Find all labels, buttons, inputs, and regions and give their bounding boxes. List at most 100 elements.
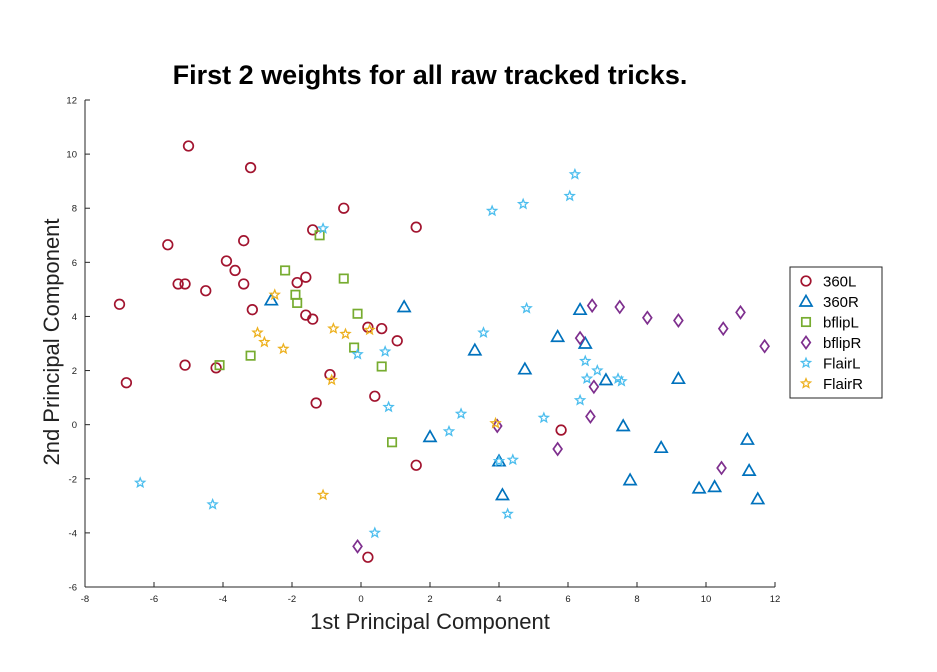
- data-point: [580, 372, 594, 384]
- data-point: [516, 197, 530, 210]
- legend-label: FlairR: [823, 376, 863, 393]
- data-point: [454, 407, 468, 420]
- data-point: [113, 298, 126, 310]
- data-point: [352, 308, 363, 319]
- x-tick-label: -6: [150, 594, 158, 605]
- legend-marker: [798, 293, 814, 307]
- data-point: [410, 459, 422, 471]
- y-tick-label: 10: [66, 150, 77, 161]
- data-point: [268, 288, 281, 301]
- y-tick-label: 4: [72, 312, 77, 323]
- data-point: [622, 472, 638, 486]
- data-point: [220, 255, 233, 267]
- data-point: [707, 479, 723, 493]
- data-point: [172, 278, 184, 290]
- x-tick-label: 6: [565, 594, 570, 605]
- data-point: [579, 354, 592, 367]
- data-point: [716, 460, 727, 476]
- data-point: [162, 239, 174, 251]
- data-point: [325, 373, 338, 386]
- data-point: [327, 322, 340, 334]
- data-point: [739, 431, 755, 445]
- legend-label: bflipL: [823, 315, 859, 332]
- data-point: [387, 437, 398, 448]
- data-point: [229, 264, 241, 277]
- data-point: [338, 202, 350, 214]
- legend-marker: [800, 275, 812, 287]
- data-point: [588, 379, 600, 395]
- data-point: [615, 374, 628, 387]
- x-tick-label: 10: [701, 594, 712, 605]
- data-point: [339, 327, 352, 340]
- data-point: [206, 497, 219, 510]
- data-point: [258, 335, 271, 348]
- data-point: [563, 189, 576, 202]
- data-point: [489, 416, 502, 429]
- data-point: [263, 292, 279, 306]
- data-point: [307, 313, 319, 325]
- data-point: [179, 359, 191, 371]
- data-point: [614, 299, 626, 315]
- axes: -8 -6 -4 -2 0 2 4 6 8 10 12 -6 -4 -2 0 2 4 6 8 10 12: [66, 96, 780, 606]
- data-point: [491, 418, 503, 434]
- data-point: [568, 167, 582, 180]
- y-tick-label: 12: [66, 96, 77, 107]
- data-point: [246, 304, 258, 316]
- data-point: [574, 330, 586, 346]
- legend-label: bflipR: [823, 335, 862, 352]
- data-point: [376, 322, 388, 335]
- data-point: [324, 368, 336, 381]
- legend: 360L 360R bflipL bflipR FlairL FlairR: [789, 266, 883, 399]
- legend-label: 360R: [823, 294, 859, 311]
- data-point: [376, 361, 387, 372]
- y-tick-label: 0: [72, 420, 77, 431]
- x-tick-label: -2: [288, 594, 296, 605]
- data-point: [369, 390, 381, 402]
- data-point: [467, 342, 483, 356]
- data-point: [494, 487, 510, 501]
- data-point: [550, 329, 566, 343]
- data-point: [300, 271, 312, 283]
- x-tick-label: 8: [634, 594, 639, 605]
- y-tick-label: -2: [69, 474, 77, 485]
- data-point: [642, 310, 653, 326]
- legend-marker: [800, 335, 812, 350]
- x-tick-label: 0: [358, 594, 363, 605]
- data-point: [245, 350, 256, 361]
- data-point: [362, 551, 374, 563]
- data-point: [750, 491, 766, 505]
- y-tick-label: 6: [72, 258, 77, 269]
- data-point: [759, 338, 770, 354]
- series-flairl: [133, 167, 628, 539]
- chart-title: First 2 weights for all raw tracked tric…: [173, 60, 688, 90]
- series-360l: [113, 140, 567, 563]
- data-point: [280, 265, 291, 276]
- x-tick-label: 2: [427, 594, 432, 605]
- legend-box: [789, 266, 883, 399]
- data-point: [382, 400, 395, 413]
- data-point: [670, 370, 686, 385]
- data-point: [292, 297, 303, 308]
- data-point: [586, 298, 598, 314]
- data-point: [290, 289, 301, 300]
- data-point: [251, 326, 264, 338]
- data-point: [410, 221, 422, 233]
- data-point: [391, 335, 403, 347]
- data-point: [598, 372, 614, 386]
- data-point: [653, 439, 669, 454]
- data-point: [182, 140, 195, 152]
- data-point: [133, 476, 147, 489]
- data-point: [442, 424, 456, 437]
- data-point: [673, 313, 684, 328]
- data-point: [316, 488, 330, 501]
- data-point: [691, 480, 707, 494]
- data-point: [244, 161, 257, 174]
- data-point: [307, 224, 319, 236]
- data-point: [506, 453, 520, 466]
- data-point: [352, 538, 363, 554]
- data-point: [277, 342, 290, 355]
- data-point: [396, 299, 412, 313]
- data-point: [349, 342, 360, 353]
- data-point: [422, 429, 438, 443]
